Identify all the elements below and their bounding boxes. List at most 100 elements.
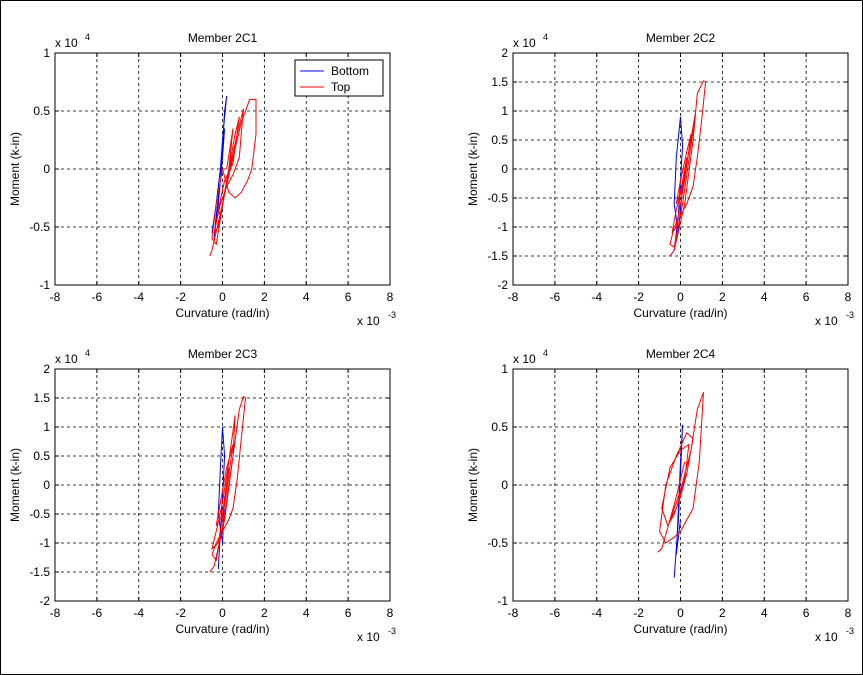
y-multiplier: x 10 bbox=[513, 36, 536, 50]
y-multiplier-exponent: 4 bbox=[85, 348, 90, 358]
y-tick-label: -1 bbox=[497, 594, 508, 608]
y-tick-label: -0.5 bbox=[487, 191, 508, 205]
legend-label-bottom: Bottom bbox=[331, 64, 369, 78]
x-tick-label: 8 bbox=[845, 290, 852, 304]
x-tick-label: -4 bbox=[591, 606, 602, 620]
x-axis-label: Curvature (rad/in) bbox=[175, 622, 269, 636]
y-tick-label: -1.5 bbox=[29, 565, 50, 579]
x-multiplier: x 10 bbox=[357, 630, 380, 644]
y-tick-label: 0.5 bbox=[491, 420, 508, 434]
x-multiplier-exponent: -3 bbox=[388, 626, 396, 636]
x-tick-label: 4 bbox=[303, 290, 310, 304]
x-tick-label: 4 bbox=[761, 606, 768, 620]
y-tick-label: 2 bbox=[501, 46, 508, 60]
y-tick-label: 1.5 bbox=[33, 391, 50, 405]
x-tick-label: 2 bbox=[719, 606, 726, 620]
x-tick-label: -8 bbox=[50, 290, 61, 304]
x-axis-label: Curvature (rad/in) bbox=[633, 306, 727, 320]
x-tick-label: 8 bbox=[387, 606, 394, 620]
x-tick-label: 6 bbox=[345, 606, 352, 620]
y-tick-label: 0 bbox=[501, 478, 508, 492]
y-tick-label: 1 bbox=[43, 46, 50, 60]
y-tick-label: -1 bbox=[39, 278, 50, 292]
x-tick-label: -8 bbox=[508, 290, 519, 304]
legend-label-top: Top bbox=[331, 80, 351, 94]
y-tick-label: -1.5 bbox=[487, 249, 508, 263]
y-multiplier: x 10 bbox=[513, 352, 536, 366]
y-tick-label: -0.5 bbox=[487, 536, 508, 550]
x-tick-label: -6 bbox=[92, 606, 103, 620]
x-tick-label: 6 bbox=[803, 290, 810, 304]
x-tick-label: 2 bbox=[719, 290, 726, 304]
series-line-top bbox=[669, 80, 707, 257]
y-multiplier: x 10 bbox=[55, 352, 78, 366]
x-multiplier: x 10 bbox=[815, 630, 838, 644]
x-tick-label: -2 bbox=[633, 606, 644, 620]
x-tick-label: 4 bbox=[761, 290, 768, 304]
series-line-top bbox=[209, 396, 247, 573]
chart-title: Member 2C1 bbox=[188, 31, 258, 45]
x-tick-label: 4 bbox=[303, 606, 310, 620]
y-tick-label: -1 bbox=[39, 536, 50, 550]
y-tick-label: 0 bbox=[43, 478, 50, 492]
x-tick-label: 0 bbox=[677, 606, 684, 620]
chart-panel-1: Bottom Top bbox=[54, 52, 391, 286]
y-multiplier: x 10 bbox=[55, 36, 78, 50]
y-tick-label: -2 bbox=[497, 278, 508, 292]
x-tick-label: 2 bbox=[261, 606, 268, 620]
y-tick-label: -1 bbox=[497, 220, 508, 234]
x-multiplier-exponent: -3 bbox=[388, 310, 396, 320]
y-tick-label: 2 bbox=[43, 362, 50, 376]
x-tick-label: -6 bbox=[550, 606, 561, 620]
chart-panel-2 bbox=[512, 52, 849, 286]
y-axis-label: Moment (k-in) bbox=[466, 448, 480, 522]
x-tick-label: -6 bbox=[550, 290, 561, 304]
x-tick-label: 6 bbox=[345, 290, 352, 304]
x-tick-label: 0 bbox=[219, 290, 226, 304]
y-tick-label: 1 bbox=[501, 104, 508, 118]
x-tick-label: 6 bbox=[803, 606, 810, 620]
x-axis-label: Curvature (rad/in) bbox=[175, 306, 269, 320]
y-axis-label: Moment (k-in) bbox=[8, 132, 22, 206]
chart-panel-4 bbox=[512, 368, 849, 602]
x-tick-label: 8 bbox=[845, 606, 852, 620]
x-tick-label: -2 bbox=[633, 290, 644, 304]
x-tick-label: -2 bbox=[175, 606, 186, 620]
x-multiplier-exponent: -3 bbox=[846, 626, 854, 636]
y-axis-label: Moment (k-in) bbox=[8, 448, 22, 522]
y-tick-label: 0.5 bbox=[33, 449, 50, 463]
y-tick-label: 0 bbox=[501, 162, 508, 176]
y-axis-label: Moment (k-in) bbox=[466, 132, 480, 206]
x-tick-label: -2 bbox=[175, 290, 186, 304]
y-tick-label: 1 bbox=[501, 362, 508, 376]
series-line-top bbox=[657, 392, 704, 553]
y-tick-label: 1.5 bbox=[491, 75, 508, 89]
y-tick-label: -2 bbox=[39, 594, 50, 608]
y-tick-label: 1 bbox=[43, 420, 50, 434]
chart-panel-3 bbox=[54, 368, 391, 602]
x-multiplier: x 10 bbox=[357, 314, 380, 328]
y-multiplier-exponent: 4 bbox=[543, 348, 548, 358]
chart-title: Member 2C4 bbox=[646, 347, 716, 361]
x-tick-label: -8 bbox=[50, 606, 61, 620]
x-tick-label: -4 bbox=[591, 290, 602, 304]
x-tick-label: -4 bbox=[133, 290, 144, 304]
legend-box bbox=[294, 59, 384, 97]
y-multiplier-exponent: 4 bbox=[543, 32, 548, 42]
x-tick-label: -4 bbox=[133, 606, 144, 620]
legend: Bottom Top bbox=[294, 59, 384, 97]
x-multiplier-exponent: -3 bbox=[846, 310, 854, 320]
x-tick-label: 2 bbox=[261, 290, 268, 304]
x-tick-label: 0 bbox=[677, 290, 684, 304]
chart-title: Member 2C3 bbox=[188, 347, 258, 361]
series-line-top bbox=[209, 98, 257, 257]
y-tick-label: 0.5 bbox=[491, 133, 508, 147]
chart-title: Member 2C2 bbox=[646, 31, 716, 45]
x-tick-label: -6 bbox=[92, 290, 103, 304]
y-tick-label: -0.5 bbox=[29, 220, 50, 234]
x-axis-label: Curvature (rad/in) bbox=[633, 622, 727, 636]
y-tick-label: 0 bbox=[43, 162, 50, 176]
y-multiplier-exponent: 4 bbox=[85, 32, 90, 42]
